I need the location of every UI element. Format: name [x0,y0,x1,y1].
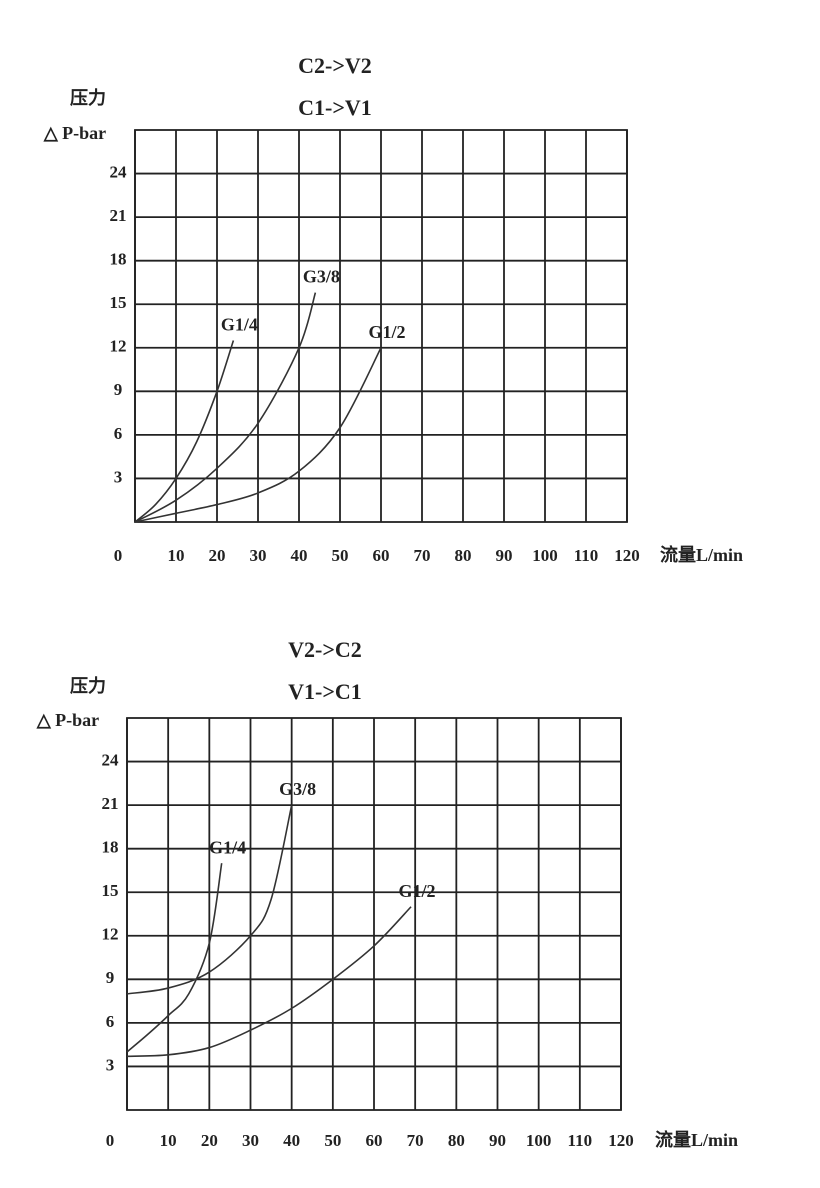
x-tick-label: 100 [532,546,558,565]
y-tick-label: 9 [106,968,115,987]
x-tick-label: 80 [448,1131,465,1150]
x-axis-label: 流量L/min [655,1129,738,1150]
x-tick-label: 20 [201,1131,218,1150]
series-label: G3/8 [303,267,340,287]
x-tick-label: 40 [283,1131,300,1150]
x-tick-label: 60 [373,546,390,565]
series-label: G1/2 [399,881,436,901]
chart-title: C2->V2 [298,53,372,78]
y-axis-label: 压力 [70,88,106,108]
series-label: G1/2 [368,322,405,342]
series-line [134,340,235,523]
y-axis-label: △ P-bar [36,710,99,730]
series-label: G3/8 [279,779,316,799]
x-tick-label: 30 [250,546,267,565]
x-tick-label: 70 [407,1131,424,1150]
chart-title: V2->C2 [288,637,362,662]
series-line [126,804,293,995]
x-tick-label: 70 [414,546,431,565]
y-tick-label: 3 [106,1055,115,1074]
x-axis-label: 流量L/min [660,544,743,565]
x-tick-label: 100 [526,1131,552,1150]
y-tick-label: 12 [102,925,119,944]
chart-title: C1->V1 [298,95,372,120]
y-tick-label: 24 [110,162,128,181]
y-tick-label: 6 [106,1012,115,1031]
y-tick-label: 24 [102,750,120,769]
x-tick-label: 120 [614,546,640,565]
y-axis-label: 压力 [70,676,106,696]
y-tick-label: 21 [102,794,119,813]
x-tick-label: 10 [168,546,185,565]
x-tick-label: 110 [568,1131,593,1150]
x-tick-label: 0 [114,546,123,565]
y-tick-label: 9 [114,380,123,399]
series-line [126,906,412,1058]
x-tick-label: 20 [209,546,226,565]
x-tick-label: 90 [496,546,513,565]
series-line [134,347,382,523]
x-tick-label: 60 [366,1131,383,1150]
y-tick-label: 6 [114,424,123,443]
y-tick-label: 3 [114,467,123,486]
x-tick-label: 90 [489,1131,506,1150]
series-line [126,863,223,1053]
y-tick-label: 18 [102,838,119,857]
x-tick-label: 40 [291,546,308,565]
x-tick-label: 50 [324,1131,341,1150]
y-tick-label: 18 [110,250,127,269]
x-tick-label: 0 [106,1131,115,1150]
series-label: G1/4 [221,315,258,335]
y-tick-label: 15 [102,881,119,900]
x-tick-label: 110 [574,546,599,565]
series-line [134,292,317,523]
x-tick-label: 120 [608,1131,634,1150]
y-axis-label: △ P-bar [43,123,106,143]
y-tick-label: 12 [110,337,127,356]
x-tick-label: 50 [332,546,349,565]
series-label: G1/4 [209,837,246,857]
x-tick-label: 10 [160,1131,177,1150]
y-tick-label: 15 [110,293,127,312]
chart-title: V1->C1 [288,679,362,704]
x-tick-label: 30 [242,1131,259,1150]
x-tick-label: 80 [455,546,472,565]
y-tick-label: 21 [110,206,127,225]
